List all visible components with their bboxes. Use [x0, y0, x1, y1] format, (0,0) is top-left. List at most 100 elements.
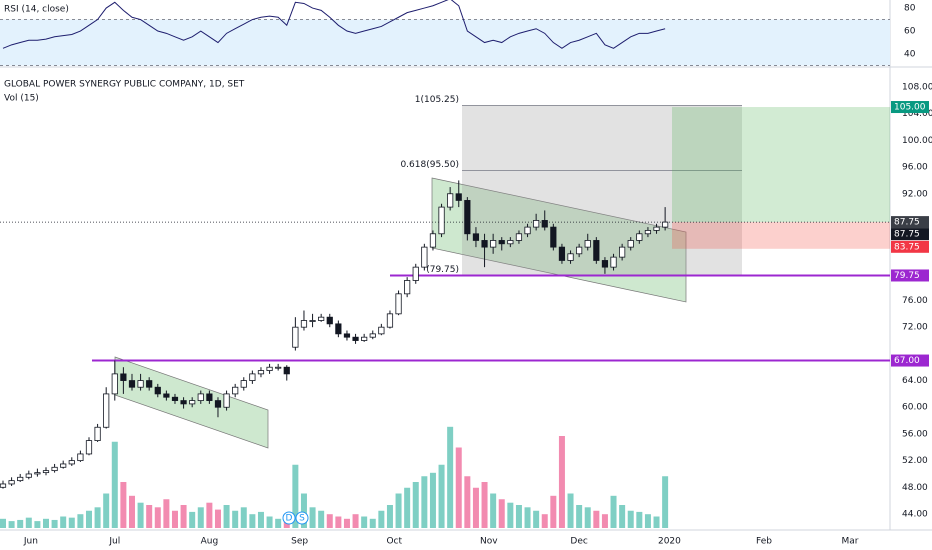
candle-body — [68, 460, 75, 465]
candle-body — [404, 280, 411, 295]
y-tick-label: 108.00 — [902, 83, 932, 93]
fib-zone — [462, 105, 742, 276]
candle-body — [146, 380, 153, 388]
volume-bar — [318, 510, 325, 528]
candle-body — [283, 366, 290, 375]
candle-body — [300, 320, 308, 328]
x-tick-label: Oct — [386, 537, 402, 547]
candle-body — [481, 240, 488, 248]
volume-bar — [386, 505, 393, 528]
price-tag-label: 105.00 — [894, 103, 926, 113]
volume-bar — [240, 507, 247, 528]
candle-body — [412, 266, 419, 281]
candle-body — [662, 221, 669, 228]
candle-body — [343, 333, 351, 338]
candle-body — [34, 472, 41, 475]
volume-bar — [627, 510, 634, 528]
candle-body — [223, 393, 230, 408]
volume-bar — [369, 518, 376, 528]
candle-body — [128, 380, 136, 388]
volume-bar — [558, 436, 565, 528]
candle-body — [550, 226, 557, 248]
volume-bar — [472, 487, 479, 528]
volume-bar — [257, 511, 264, 528]
volume-bar — [34, 521, 41, 528]
candle-body — [94, 426, 101, 442]
rsi-tick-label: 60 — [904, 27, 916, 37]
volume-bar — [601, 514, 608, 528]
volume-bar — [232, 510, 239, 528]
x-tick-label: 2020 — [658, 537, 681, 547]
x-tick-label: Nov — [480, 537, 498, 547]
price-tag-label: 87.75 — [894, 230, 920, 240]
price-tag — [891, 354, 929, 367]
y-tick-label: 104.00 — [902, 109, 932, 119]
price-tag-label: 83.75 — [894, 242, 920, 252]
candle-body — [636, 233, 643, 241]
volume-bar — [412, 482, 419, 528]
candle-body — [464, 200, 471, 235]
volume-bar — [636, 511, 643, 528]
volume-bar — [17, 519, 24, 528]
y-tick-label: 96.00 — [902, 163, 928, 173]
price-tag — [891, 216, 929, 229]
volume-bar — [584, 507, 591, 528]
candle-body — [180, 400, 187, 405]
volume-bar — [343, 518, 350, 528]
volume-bar — [619, 505, 626, 528]
candle-body — [120, 373, 127, 381]
volume-bar — [576, 505, 583, 528]
volume-bar — [429, 472, 436, 528]
candle-body — [206, 393, 213, 401]
volume-bar — [42, 518, 49, 528]
candle-body — [335, 323, 342, 335]
candle-body — [249, 373, 256, 381]
candle-body — [292, 326, 299, 348]
price-tag — [891, 228, 929, 241]
event-label: D — [286, 514, 293, 524]
volume-bar — [249, 514, 256, 528]
candle-body — [25, 473, 32, 478]
volume-bar — [335, 516, 342, 528]
candle-body — [490, 240, 497, 248]
y-tick-label: 64.00 — [902, 376, 928, 386]
price-tag-label: 87.75 — [894, 218, 920, 228]
x-tick-label: Jul — [108, 537, 120, 547]
candle-body — [438, 206, 445, 235]
volume-bar — [378, 510, 385, 528]
candle-body — [232, 386, 239, 395]
candle-body — [240, 380, 247, 388]
candle-body — [593, 240, 600, 261]
volume-bar — [68, 517, 75, 528]
volume-bar — [395, 493, 402, 528]
candle-body — [275, 366, 282, 369]
price-tag — [891, 269, 929, 282]
volume-bar — [206, 502, 213, 528]
volume-bar — [438, 464, 445, 528]
y-tick-label: 100.00 — [902, 136, 932, 146]
volume-bar — [550, 495, 557, 528]
volume-bar — [644, 514, 651, 528]
candle-body — [318, 316, 325, 321]
volume-title: Vol (15) — [4, 94, 39, 104]
candle-body — [429, 233, 437, 248]
candle-body — [472, 233, 480, 241]
chart-title: GLOBAL POWER SYNERGY PUBLIC COMPANY, 1D,… — [4, 80, 245, 90]
rsi-tick-label: 80 — [904, 4, 916, 14]
candle-body — [189, 400, 196, 405]
x-tick-label: Mar — [842, 537, 859, 547]
candle-body — [17, 476, 24, 482]
volume-bar — [653, 516, 660, 528]
price-tag — [891, 101, 929, 114]
volume-bar — [515, 505, 522, 528]
y-tick-label: 76.00 — [902, 296, 928, 306]
volume-bar — [292, 464, 299, 528]
event-marker — [282, 511, 296, 525]
volume-bar — [103, 493, 110, 528]
volume-bar — [507, 502, 514, 528]
volume-bar — [111, 441, 118, 528]
volume-bar — [567, 493, 574, 528]
candle-body — [111, 373, 118, 395]
volume-bar — [223, 505, 230, 528]
